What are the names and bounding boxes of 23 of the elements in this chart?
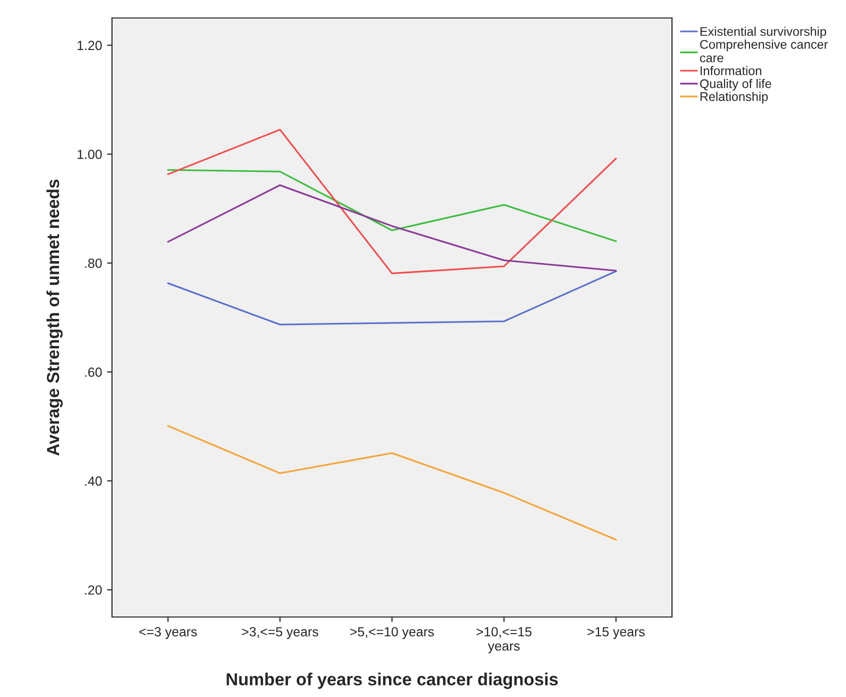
legend-label: Existential survivorship bbox=[700, 26, 826, 38]
y-tick-label: 1.00 bbox=[78, 150, 102, 160]
y-tick-label: .20 bbox=[85, 585, 102, 595]
y-tick-label: .80 bbox=[85, 258, 102, 268]
y-tick-label: 1.20 bbox=[78, 40, 102, 50]
x-tick-label: >15 years bbox=[587, 627, 645, 640]
x-tick-label: >3,<=5 years bbox=[242, 627, 318, 640]
legend-label: Comprehensive cancer care bbox=[700, 40, 828, 62]
y-tick-label: .40 bbox=[85, 476, 102, 486]
line-series bbox=[167, 128, 617, 274]
legend-label: Information bbox=[700, 66, 762, 76]
line-series bbox=[167, 184, 617, 272]
x-tick-label: <=3 years bbox=[139, 627, 197, 640]
legend-label: Quality of life bbox=[700, 78, 772, 91]
y-axis-title: Average Strength of unmet needs bbox=[46, 180, 63, 456]
line-series bbox=[167, 425, 617, 541]
line-series bbox=[167, 270, 617, 326]
x-tick-label: >10,<=15 years bbox=[476, 627, 532, 654]
x-tick-label: >5,<=10 years bbox=[350, 627, 434, 640]
y-tick-label: .60 bbox=[85, 368, 102, 377]
x-axis-title: Number of years since cancer diagnosis bbox=[226, 672, 558, 689]
legend-label: Relationship bbox=[700, 92, 768, 104]
line-series bbox=[167, 169, 617, 242]
